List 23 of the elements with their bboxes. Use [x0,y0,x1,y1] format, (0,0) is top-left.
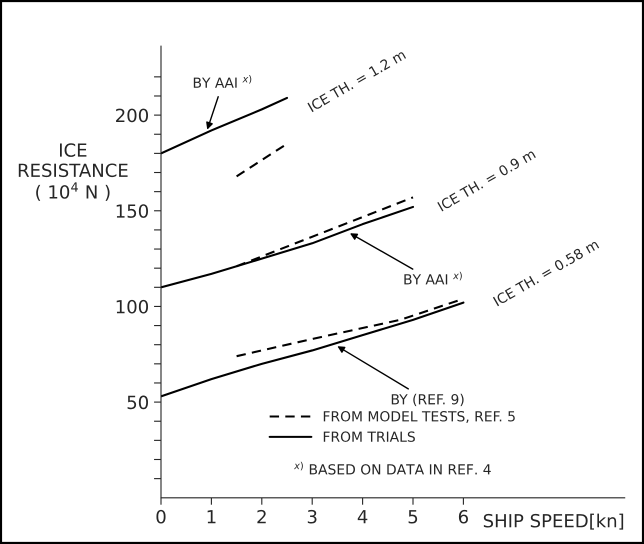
x-tick-label: 5 [408,510,418,524]
x-tick-label: 2 [257,510,266,524]
y-tick-label: 150 [116,204,148,218]
x-tick-label: 4 [358,510,368,524]
x-tick-label: 6 [458,510,468,524]
annotation: BY (REF. 9) [392,394,464,406]
annotation: ICE TH. = 0.58 m [492,238,600,306]
x-tick-label: 0 [156,510,166,524]
x-axis-title: SHIP SPEED[kn] [484,514,624,530]
annotation: ICE TH. = 0.9 m [437,148,536,212]
line-series [161,96,288,154]
x-tick-label: 3 [308,510,316,524]
y-tick-label: 200 [116,108,148,122]
legend-label: FROM TRIALS [324,431,415,442]
annotation: $^{x)}$ BASED ON DATA IN REF. 4 [294,462,491,475]
y-tick-label: 100 [116,300,148,314]
y-tick-label: 50 [128,396,148,410]
annotation: BY AAI $^{x)}$ [194,75,252,88]
x-tick-label: 1 [208,510,216,524]
y-axis-title: ICE RESISTANCE ( 10$^{4}$ N ) [18,143,128,201]
annotation: ICE TH. = 1.2 m [307,49,406,112]
legend-label: FROM MODEL TESTS, REF. 5 [324,411,515,423]
annotation: BY AAI $^{x)}$ [404,272,462,284]
